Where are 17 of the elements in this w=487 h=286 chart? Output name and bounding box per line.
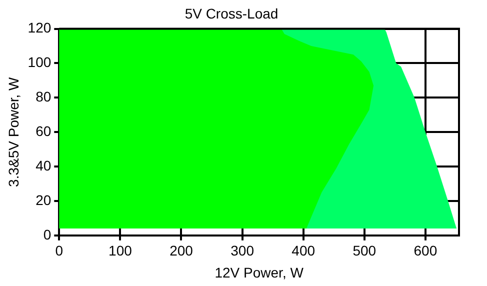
x-tick-label: 400 <box>292 242 316 259</box>
x-axis-title: 12V Power, W <box>214 264 304 280</box>
y-tick-label: 40 <box>36 157 52 174</box>
y-axis-title: 3.3&5V Power, W <box>5 76 22 187</box>
x-tick-label: 200 <box>170 242 194 259</box>
x-tick-label: 600 <box>414 242 438 259</box>
x-tick-label: 300 <box>230 242 254 259</box>
x-tick-label: 0 <box>55 242 64 259</box>
chart-title: 5V Cross-Load <box>184 5 278 22</box>
y-tick-label: 100 <box>28 54 52 70</box>
y-tick-label: 120 <box>28 20 52 36</box>
y-tick-label: 60 <box>36 122 52 139</box>
y-tick-label: 20 <box>36 192 52 208</box>
x-tick-label: 100 <box>108 242 132 259</box>
x-tick-label: 500 <box>352 242 376 259</box>
y-tick-label: 80 <box>36 88 52 105</box>
y-tick-label: 0 <box>43 226 52 242</box>
